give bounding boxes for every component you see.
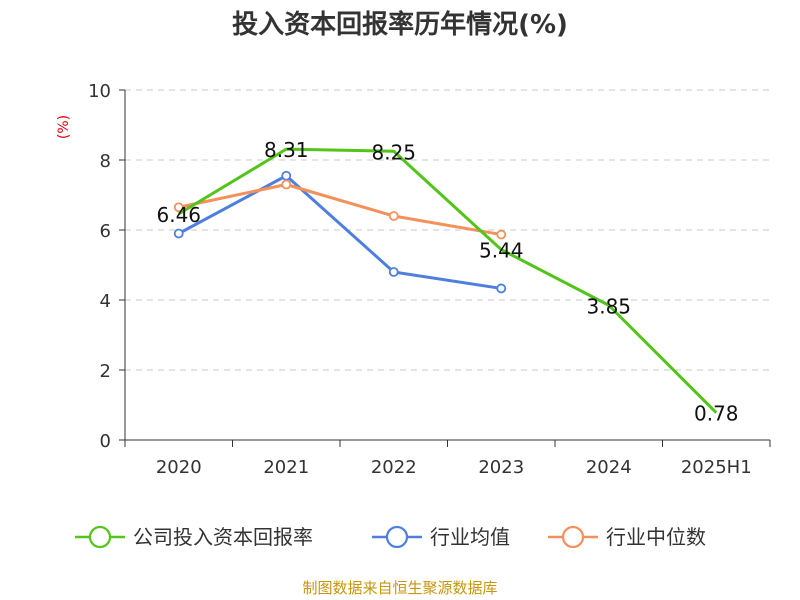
series-line (177, 147, 718, 414)
x-tick-label: 2021 (263, 457, 309, 478)
y-tick-label: 4 (100, 291, 111, 312)
legend-swatch-marker (561, 525, 585, 549)
data-point (388, 267, 399, 277)
x-tick-label: 2024 (586, 457, 632, 478)
data-point (496, 283, 507, 294)
series-markers (173, 170, 507, 294)
series-line (178, 183, 502, 237)
x-tick-label: 2022 (371, 457, 417, 478)
data-label: 8.25 (371, 140, 416, 164)
legend-item[interactable]: 公司投入资本回报率 (75, 525, 313, 549)
data-label: 3.85 (586, 294, 631, 318)
series-line (178, 174, 502, 290)
y-tick-label: 0 (100, 431, 111, 452)
chart-title: 投入资本回报率历年情况(%) (232, 10, 568, 40)
y-tick-label: 8 (100, 151, 111, 172)
data-point (173, 228, 184, 239)
data-point (281, 179, 292, 190)
gridlines (125, 89, 770, 371)
data-point (281, 170, 292, 181)
data-point (388, 211, 399, 221)
x-tick-label: 2025H1 (681, 457, 752, 478)
x-tick-label: 2023 (478, 457, 524, 478)
legend-label: 行业均值 (430, 525, 510, 549)
axes: 0 2 4 6 8 10 (%) 2020 2021 2022 2023 2024 2025H1 (56, 81, 771, 478)
data-label: 0.78 (694, 402, 739, 426)
data-labels: 6.46 8.31 8.25 5.44 3.85 0.78 (156, 138, 738, 426)
data-point (173, 202, 184, 213)
legend-item[interactable]: 行业中位数 (548, 525, 706, 549)
data-label: 5.44 (479, 239, 524, 263)
legend-swatch-marker (385, 525, 409, 549)
source-note: 制图数据来自恒生聚源数据库 (302, 579, 498, 597)
x-tick-label: 2020 (156, 457, 202, 478)
y-axis-label: (%) (56, 115, 72, 139)
y-tick-label: 6 (100, 221, 111, 242)
y-tick-label: 10 (88, 81, 111, 102)
legend-swatch-marker (88, 525, 112, 549)
legend-item[interactable]: 行业均值 (372, 525, 510, 549)
series-lines (177, 147, 718, 414)
legend[interactable]: 公司投入资本回报率 行业均值 行业中位数 (75, 525, 706, 549)
legend-label: 行业中位数 (606, 525, 706, 549)
data-point (496, 229, 507, 240)
data-label: 8.31 (264, 138, 309, 162)
data-label: 6.46 (156, 203, 201, 227)
legend-label: 公司投入资本回报率 (133, 525, 313, 549)
y-tick-label: 2 (100, 361, 111, 382)
